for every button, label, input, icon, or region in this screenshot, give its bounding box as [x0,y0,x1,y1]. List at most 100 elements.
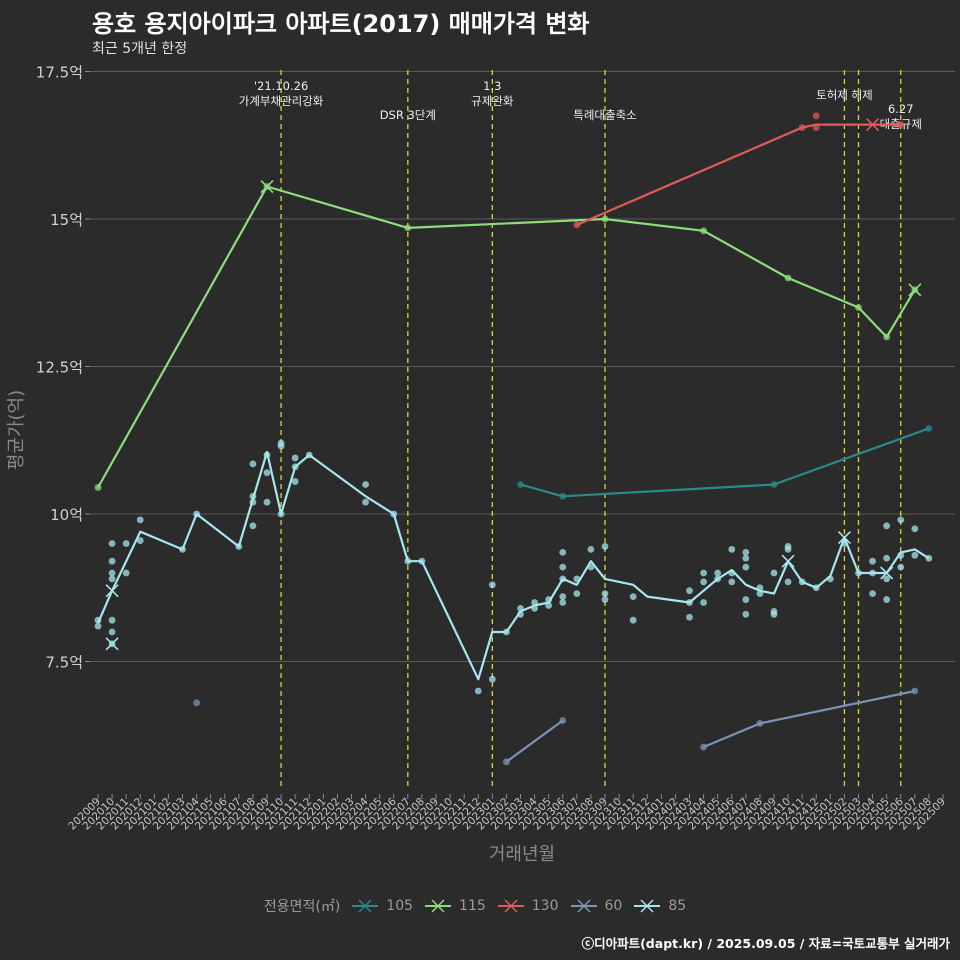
series-130-line [576,123,901,226]
series-115-point [784,274,792,282]
series-85-point [742,548,750,556]
series-130-cross-marker [866,118,880,132]
legend-key-115 [425,899,452,913]
series-85-point [883,596,891,603]
series-85-point [686,599,693,606]
event-label: 가계부채관리강화 [239,94,324,108]
series-85-point [629,593,637,600]
series-60-point [503,758,510,766]
series-85-point [756,590,764,598]
series-85-point [108,575,116,583]
y-axis-title: 평균가(억) [6,390,27,470]
legend-key-85 [634,899,661,913]
y-tick-label: 10억 [50,506,83,524]
series-85-point [742,610,750,618]
series-85-point [263,498,271,506]
series-85-point [559,599,567,606]
series-85-cross-marker [781,554,795,568]
series-85-point [883,554,891,562]
series-85-point [263,451,271,459]
y-tick-label: 7.5억 [45,654,83,672]
series-85-point [700,569,707,577]
series-85-point [855,569,862,577]
series-85-point [897,551,905,559]
series-85-point [559,593,567,600]
series-85-point [517,605,524,612]
series-85-point [756,584,764,592]
legend-key-60 [570,899,597,913]
series-85-cross-marker [880,566,894,580]
series-85-point [404,557,412,565]
series-85-point [911,525,919,533]
series-85-cross-marker [837,531,851,545]
series-85-cross-marker [105,637,119,651]
series-85-point [587,546,595,553]
series-85-point [812,584,820,592]
legend-label-85: 85 [668,898,687,914]
legend-key-130 [497,899,524,913]
series-85-point [686,613,693,621]
series-60-line [505,719,564,763]
series-85-point [179,546,186,553]
series-85-point [770,569,778,577]
legend-label-60: 60 [604,898,623,914]
series-105-point [517,481,524,488]
series-85-cross-marker [105,584,119,598]
series-85-point [362,498,369,506]
series-85-point [911,551,919,559]
x-axis-title: 거래년월 [489,844,555,865]
legend-title: 전용면적(㎡) [263,899,341,915]
series-85-point [136,516,144,524]
y-tick-label: 17.5억 [36,64,83,82]
series-85-point [108,557,116,565]
series-85-point [531,605,538,612]
series-60-point [193,699,200,707]
series-130-point [897,121,905,128]
series-85-point [249,460,257,468]
series-85-point [517,610,524,618]
source-caption: ⓒ디아파트(dapt.kr) / 2025.09.05 / 자료=국토교통부 실… [581,936,950,951]
series-85-point [770,607,778,615]
legend-item-60: 60 [569,896,623,916]
series-85-point [601,543,609,550]
series-85-point [291,454,299,462]
series-85-point [108,628,116,636]
series-85-point [742,554,750,562]
series-85-point [305,451,313,459]
series-115-point [601,215,609,223]
series-85-point [559,548,567,556]
series-115-cross-marker [260,179,274,194]
series-85-point [742,563,750,571]
event-label: 토허제 해제 [816,88,873,102]
series-85-line [96,450,930,681]
series-85-point [841,540,848,547]
series-105-point [559,492,567,500]
series-85-point [559,575,567,583]
series-85-point [784,543,792,550]
series-60-line [703,689,916,749]
series-60-point [756,720,764,727]
series-85-point [108,540,116,547]
event-label: 1.3 [483,79,501,93]
series-115-line [97,185,916,489]
series-85-point [94,622,102,630]
series-85-point [249,492,257,500]
series-85-point [474,687,482,695]
series-85-point [263,469,271,477]
series-85-point [587,563,595,571]
chart-title: 용호 용지아이파크 아파트(2017) 매매가격 변화 [92,10,590,38]
series-85-point [277,439,285,447]
chart-subtitle: 최근 5개년 한정 [92,41,188,57]
legend-key-105 [352,899,379,913]
series-85-point [235,543,243,550]
series-105-point [770,481,778,488]
series-85-point [714,569,722,577]
series-85-point [826,575,834,583]
event-label: '21.10.26 [254,79,308,93]
series-85-point [136,537,144,544]
series-85-point [122,540,130,547]
series-85-point [531,599,538,606]
series-85-point [700,578,707,586]
event-label: 6.27 [888,102,914,116]
